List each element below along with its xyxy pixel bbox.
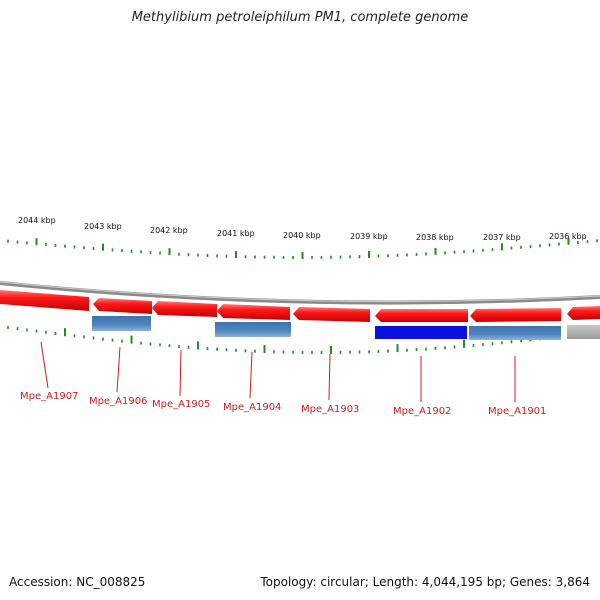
kbp-label: 2040 kbp xyxy=(283,231,321,240)
gene-label-mpe-a1907[interactable]: Mpe_A1907 xyxy=(20,391,78,402)
leader-line xyxy=(116,346,121,393)
feature-block-mpe-a1901[interactable] xyxy=(469,326,561,340)
feature-block-mpe-a1902-selected[interactable] xyxy=(375,326,467,339)
gene-arrow-partial[interactable] xyxy=(567,306,600,320)
feature-block-mpe-a1906[interactable] xyxy=(92,316,151,331)
tick-row-upper xyxy=(7,237,598,259)
leader-line xyxy=(40,341,49,389)
genome-backbone xyxy=(0,281,600,305)
genome-title: Methylibium petroleiphilum PM1, complete… xyxy=(131,10,469,25)
kbp-label: 2038 kbp xyxy=(416,233,454,242)
feature-block-partial[interactable] xyxy=(567,325,600,339)
gene-arrow-mpe-a1905[interactable] xyxy=(152,301,217,317)
kbp-scale-labels: 2044 kbp 2043 kbp 2042 kbp 2041 kbp 2040… xyxy=(18,216,587,242)
kbp-label: 2039 kbp xyxy=(350,232,388,241)
feature-block-mpe-a1904[interactable] xyxy=(215,322,291,337)
gene-label-mpe-a1905[interactable]: Mpe_A1905 xyxy=(152,399,210,410)
kbp-label: 2042 kbp xyxy=(150,226,188,235)
kbp-label: 2037 kbp xyxy=(483,233,521,242)
gene-label-mpe-a1903[interactable]: Mpe_A1903 xyxy=(301,404,359,415)
gene-arrow-mpe-a1902[interactable] xyxy=(375,309,468,322)
gene-arrow-mpe-a1906[interactable] xyxy=(93,298,152,314)
gene-label-leaders xyxy=(40,341,516,402)
gene-arrow-mpe-a1901[interactable] xyxy=(470,308,561,322)
leader-line xyxy=(179,349,182,397)
kbp-label: 2036 kbp xyxy=(549,232,587,241)
gene-arrow-mpe-a1907[interactable] xyxy=(0,290,89,311)
gene-label-mpe-a1901[interactable]: Mpe_A1901 xyxy=(488,406,546,417)
leader-line xyxy=(249,351,253,399)
gene-label-mpe-a1906[interactable]: Mpe_A1906 xyxy=(89,396,147,407)
gene-label-mpe-a1904[interactable]: Mpe_A1904 xyxy=(223,402,281,413)
forward-gene-track xyxy=(0,290,600,322)
accession-text: Accession: NC_008825 xyxy=(9,575,146,589)
leader-line xyxy=(328,353,331,401)
gene-labels: Mpe_A1907 Mpe_A1906 Mpe_A1905 Mpe_A1904 … xyxy=(20,391,546,417)
gene-arrow-mpe-a1904[interactable] xyxy=(217,304,290,320)
genome-summary-text: Topology: circular; Length: 4,044,195 bp… xyxy=(260,575,590,589)
gene-arrow-mpe-a1903[interactable] xyxy=(293,307,370,322)
kbp-label: 2043 kbp xyxy=(84,222,122,231)
kbp-label: 2044 kbp xyxy=(18,216,56,225)
genome-backbone-highlight xyxy=(0,281,600,303)
kbp-label: 2041 kbp xyxy=(217,229,255,238)
gene-label-mpe-a1902[interactable]: Mpe_A1902 xyxy=(393,406,451,417)
reverse-feature-track xyxy=(92,316,600,340)
